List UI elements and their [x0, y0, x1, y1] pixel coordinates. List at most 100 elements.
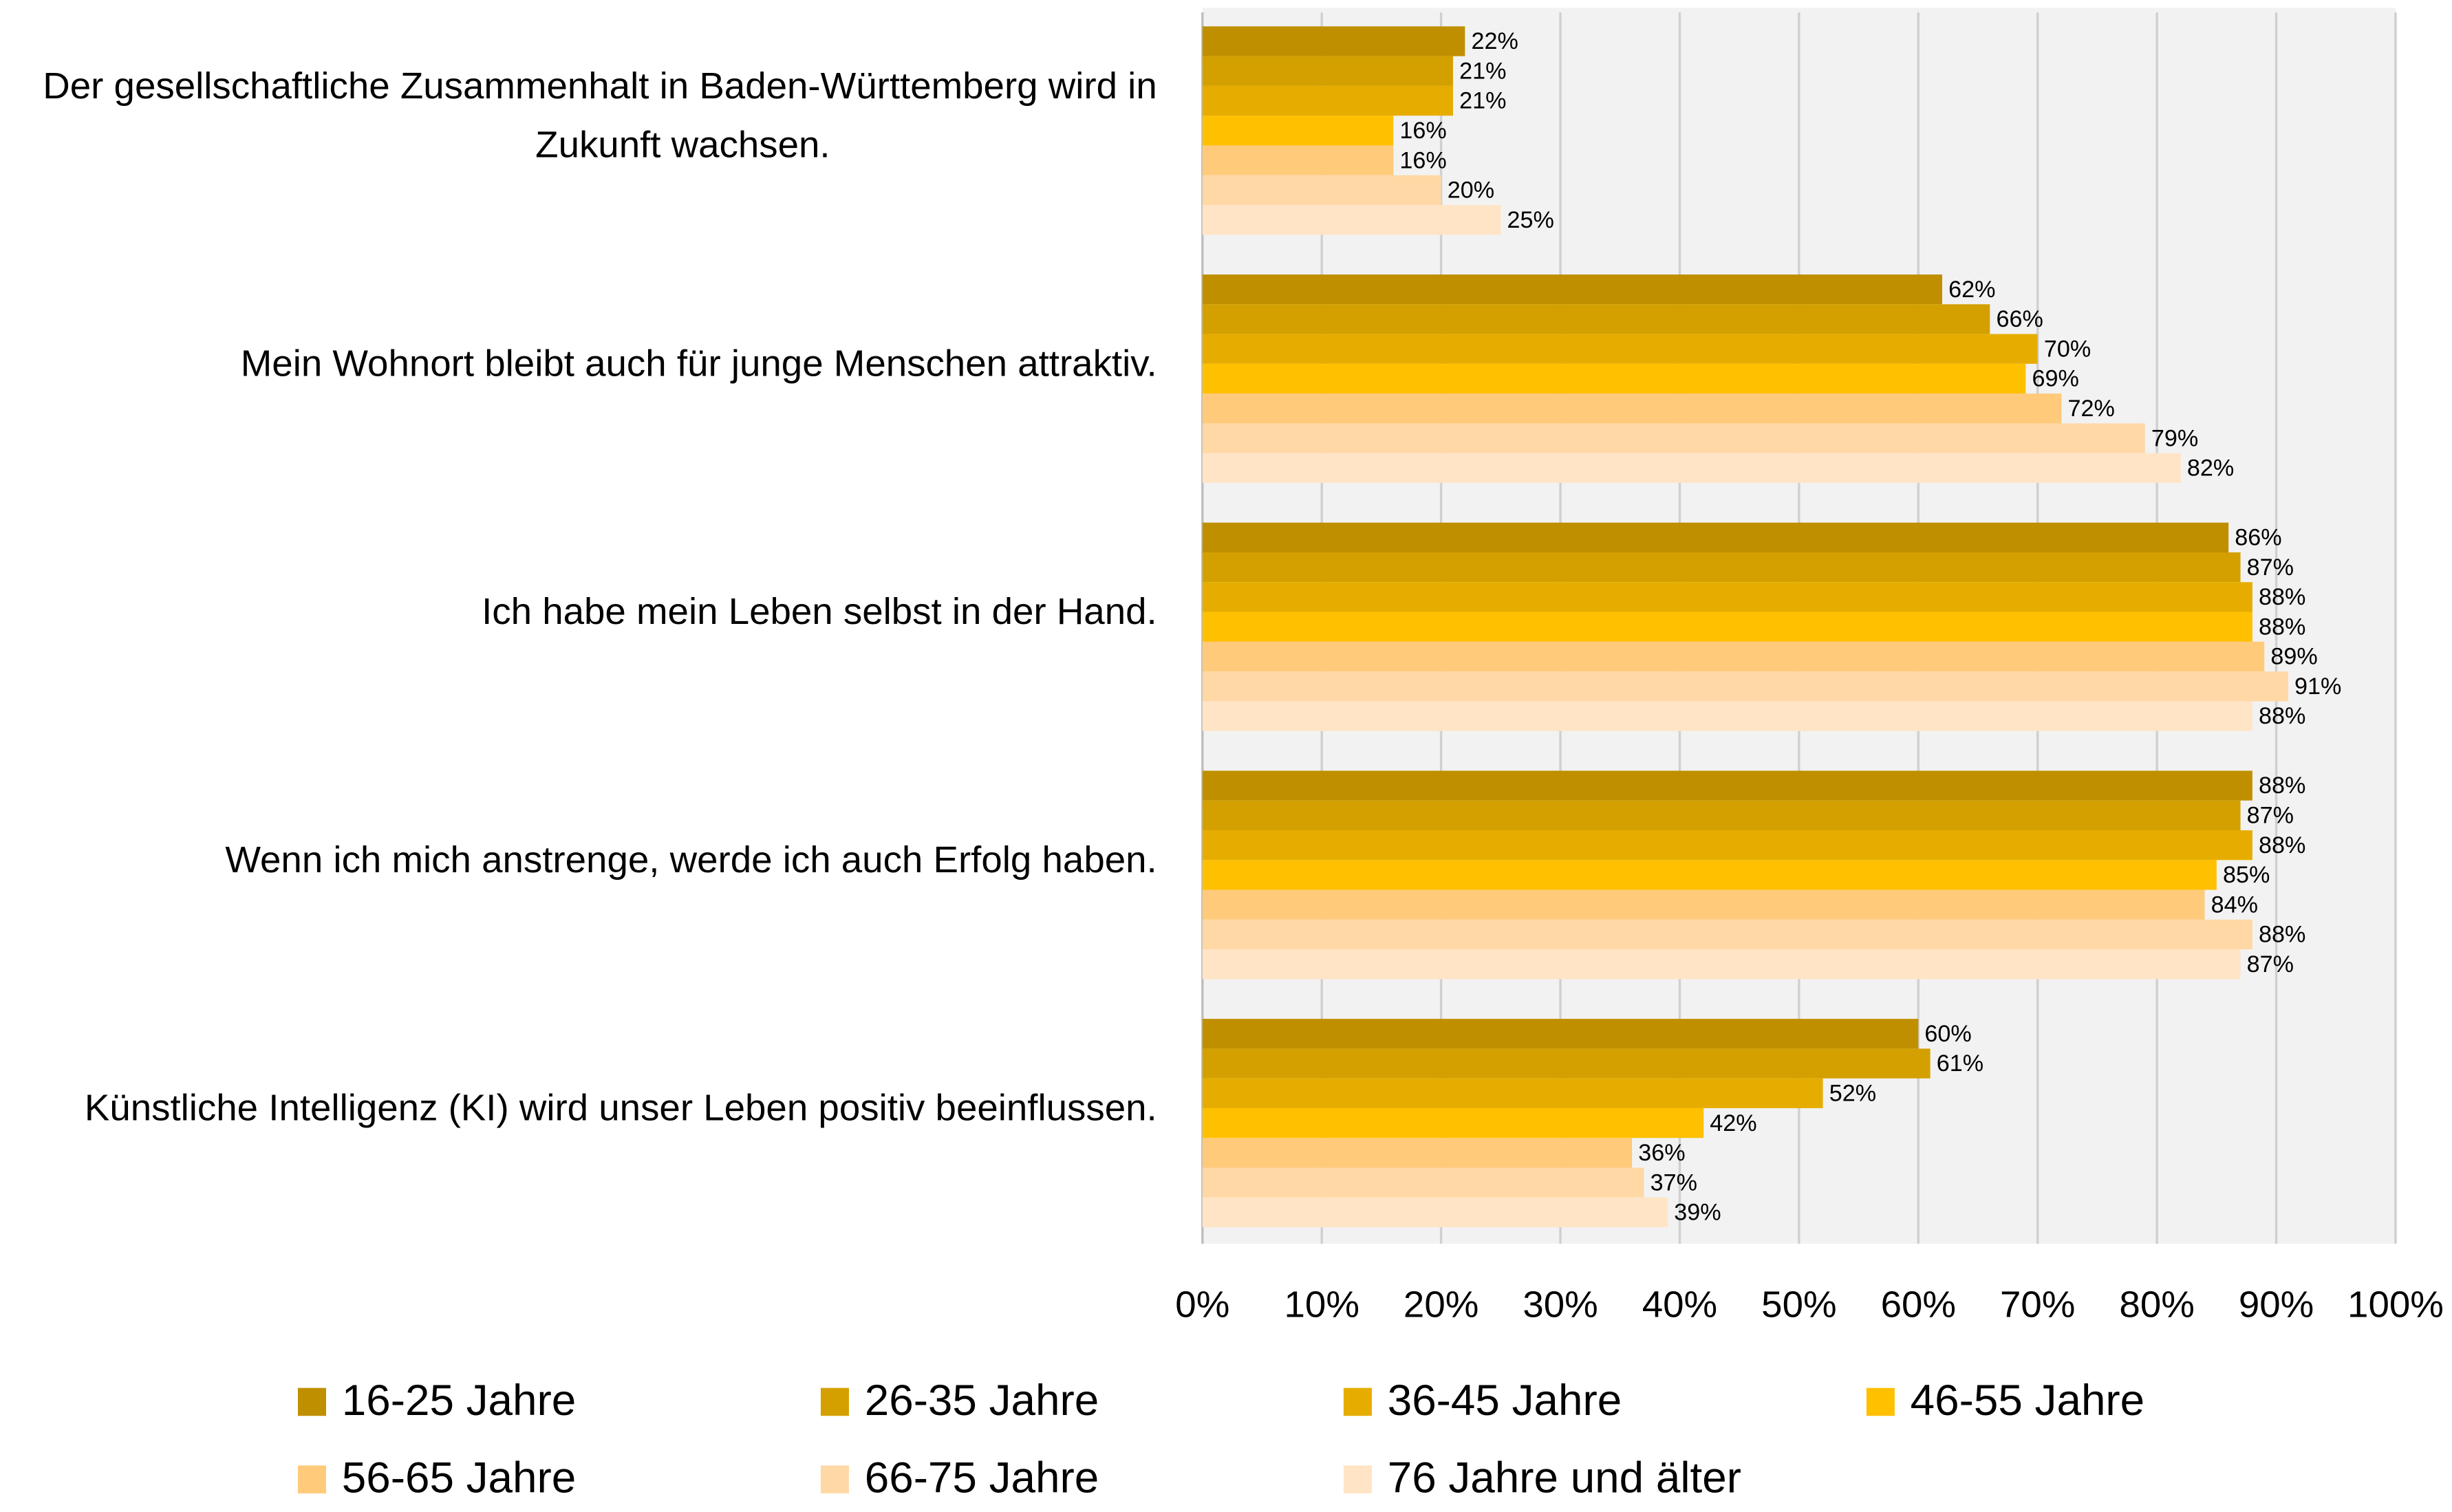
- bar: [1202, 1138, 1633, 1168]
- bar: [1202, 552, 2241, 583]
- bar: [1202, 304, 1990, 334]
- data-label: 79%: [2151, 425, 2198, 451]
- data-label: 37%: [1650, 1170, 1697, 1196]
- data-label: 21%: [1459, 88, 1506, 114]
- bar: [1202, 1167, 1644, 1198]
- bar: [1202, 889, 2205, 920]
- data-label: 87%: [2247, 803, 2294, 829]
- bar: [1202, 26, 1465, 56]
- bar: [1202, 453, 2181, 484]
- bar: [1202, 800, 2241, 830]
- bar: [1202, 274, 1942, 305]
- bar: [1202, 522, 2229, 553]
- bar: [1202, 582, 2252, 612]
- legend-swatch: [1343, 1387, 1372, 1416]
- bar: [1202, 205, 1501, 235]
- legend-swatch: [1866, 1387, 1895, 1416]
- data-label: 66%: [1996, 306, 2043, 332]
- data-label: 85%: [2223, 862, 2270, 888]
- x-tick-label: 40%: [1642, 1284, 1717, 1326]
- legend-swatch: [297, 1387, 326, 1416]
- bar: [1202, 671, 2288, 702]
- data-label: 69%: [2032, 366, 2078, 392]
- bar: [1202, 830, 2252, 861]
- bar: [1202, 701, 2252, 731]
- data-label: 20%: [1448, 177, 1494, 204]
- data-label: 70%: [2044, 336, 2091, 363]
- data-label: 16%: [1399, 118, 1446, 144]
- x-tick-label: 50%: [1761, 1284, 1836, 1326]
- legend-label: 36-45 Jahre: [1388, 1376, 1622, 1425]
- category-label: Ich habe mein Leben selbst in der Hand.: [482, 591, 1157, 633]
- data-label: 88%: [2259, 584, 2305, 610]
- legend-swatch: [1343, 1465, 1372, 1493]
- data-label: 88%: [2259, 614, 2305, 640]
- legend-swatch: [297, 1465, 326, 1493]
- data-label: 62%: [1948, 277, 1995, 303]
- data-label: 39%: [1674, 1200, 1721, 1226]
- category-label: Künstliche Intelligenz (KI) wird unser L…: [85, 1087, 1157, 1129]
- legend-swatch: [820, 1387, 849, 1416]
- data-label: 82%: [2187, 455, 2234, 482]
- data-label: 60%: [1924, 1021, 1971, 1047]
- data-label: 86%: [2235, 525, 2281, 551]
- bar: [1202, 116, 1394, 146]
- data-label: 72%: [2068, 396, 2115, 422]
- data-label: 87%: [2247, 554, 2294, 581]
- bar: [1202, 363, 2026, 394]
- data-label: 88%: [2259, 703, 2305, 729]
- x-tick-label: 70%: [2000, 1284, 2075, 1326]
- bar: [1202, 1019, 1919, 1049]
- bar: [1202, 85, 1453, 116]
- data-label: 22%: [1471, 28, 1518, 54]
- bar: [1202, 770, 2252, 801]
- bar: [1202, 175, 1441, 206]
- bar: [1202, 641, 2265, 672]
- legend-label: 66-75 Jahre: [865, 1454, 1099, 1502]
- x-tick-label: 80%: [2119, 1284, 2194, 1326]
- bar: [1202, 949, 2241, 980]
- category-label: Mein Wohnort bleibt auch für junge Mensc…: [241, 343, 1157, 385]
- bar: [1202, 919, 2252, 950]
- x-tick-label: 30%: [1523, 1284, 1598, 1326]
- bar: [1202, 860, 2217, 890]
- bar: [1202, 393, 2062, 424]
- data-label: 87%: [2247, 951, 2294, 978]
- legend-label: 26-35 Jahre: [865, 1376, 1099, 1425]
- bar: [1202, 1078, 1823, 1108]
- bar: [1202, 56, 1453, 86]
- bar: [1202, 1108, 1704, 1138]
- data-label: 89%: [2270, 644, 2317, 670]
- data-label: 42%: [1710, 1110, 1756, 1136]
- data-label: 84%: [2211, 892, 2258, 918]
- data-label: 16%: [1399, 147, 1446, 173]
- x-tick-label: 60%: [1881, 1284, 1956, 1326]
- x-tick-label: 10%: [1284, 1284, 1359, 1326]
- x-tick-label: 100%: [2347, 1284, 2444, 1326]
- data-label: 91%: [2294, 673, 2341, 700]
- bar: [1202, 423, 2145, 453]
- data-label: 88%: [2259, 773, 2305, 799]
- data-label: 36%: [1638, 1140, 1685, 1166]
- bar: [1202, 145, 1394, 175]
- legend-label: 46-55 Jahre: [1911, 1376, 2144, 1425]
- data-label: 88%: [2259, 832, 2305, 858]
- data-label: 52%: [1829, 1081, 1876, 1107]
- legend-label: 76 Jahre und älter: [1388, 1454, 1741, 1502]
- x-tick-label: 0%: [1175, 1284, 1229, 1326]
- x-tick-label: 90%: [2239, 1284, 2314, 1326]
- legend-label: 56-65 Jahre: [342, 1454, 576, 1502]
- bar: [1202, 1197, 1668, 1228]
- category-label: Wenn ich mich anstrenge, werde ich auch …: [225, 839, 1157, 881]
- x-tick-label: 20%: [1404, 1284, 1478, 1326]
- data-label: 88%: [2259, 922, 2305, 948]
- data-label: 61%: [1937, 1050, 1983, 1077]
- legend-label: 16-25 Jahre: [342, 1376, 576, 1425]
- bar: [1202, 1048, 1931, 1079]
- bar: [1202, 334, 2038, 364]
- legend-swatch: [820, 1465, 849, 1493]
- category-label: Der gesellschaftliche Zusammenhalt in Ba…: [43, 65, 1157, 166]
- data-label: 25%: [1507, 207, 1553, 233]
